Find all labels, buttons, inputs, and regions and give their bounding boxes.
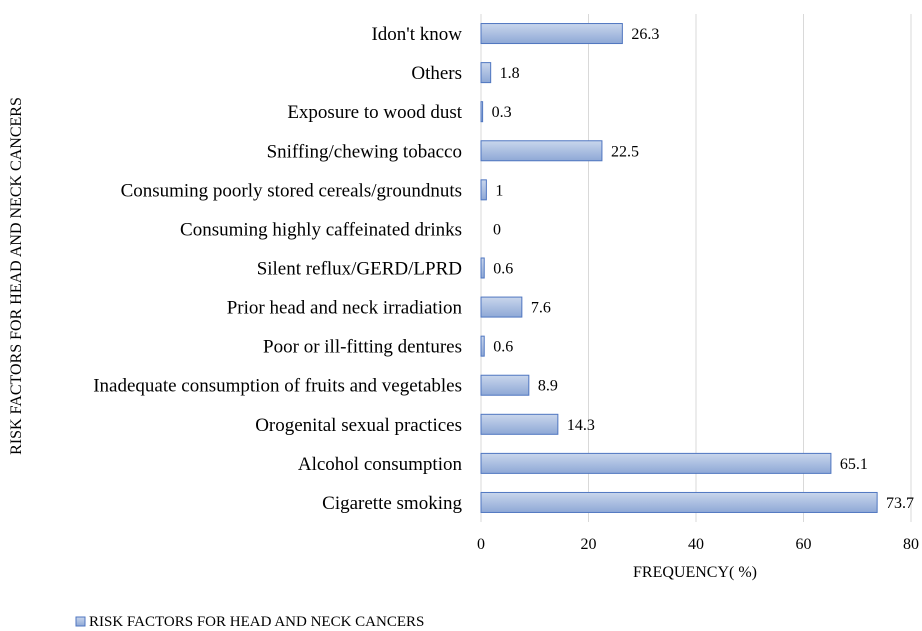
x-tick-label: 80: [903, 536, 919, 553]
category-label: Consuming highly caffeinated drinks: [180, 219, 462, 240]
data-label: 65.1: [840, 456, 868, 473]
data-label: 0.6: [493, 261, 513, 278]
bar: [480, 413, 559, 435]
x-tick-label: 20: [581, 536, 597, 553]
y-axis-title: RISK FACTORS FOR HEAD AND NECK CANCERS: [8, 97, 25, 455]
bar: [480, 374, 530, 396]
x-axis-title: FREQUENCY( %): [633, 564, 757, 581]
bar: [480, 452, 832, 474]
data-label: 0.3: [492, 104, 512, 121]
legend: RISK FACTORS FOR HEAD AND NECK CANCERS: [75, 614, 424, 630]
bar: [480, 140, 603, 162]
data-labels: 26.3 1.8 0.3 22.5 1 0 0.6 7.6 0.6 8.9 14.3 65.1 73.7: [492, 26, 914, 512]
category-label: Alcohol consumption: [298, 454, 463, 475]
category-label: Exposure to wood dust: [287, 102, 462, 123]
category-label: Others: [411, 63, 462, 84]
data-label: 8.9: [538, 378, 558, 395]
category-label: Silent reflux/GERD/LPRD: [257, 259, 462, 280]
category-label: Poor or ill-fitting dentures: [263, 337, 462, 358]
bar: [480, 335, 485, 357]
data-label: 0: [493, 221, 501, 238]
data-label: 22.5: [611, 143, 639, 160]
bar: [480, 257, 485, 279]
bar: [480, 296, 523, 318]
legend-label: RISK FACTORS FOR HEAD AND NECK CANCERS: [89, 614, 424, 630]
category-label: Cigarette smoking: [322, 493, 462, 514]
legend-swatch: [75, 616, 86, 627]
category-label: Sniffing/chewing tobacco: [267, 141, 462, 162]
bar: [480, 179, 487, 201]
gridlines: [480, 14, 912, 522]
category-labels: Idon't know Others Exposure to wood dust Sn…: [93, 24, 463, 514]
data-label: 73.7: [886, 495, 914, 512]
data-label: 0.6: [493, 339, 513, 356]
bar: [480, 491, 878, 513]
category-label: Consuming poorly stored cereals/groundnu…: [121, 180, 462, 201]
data-label: 26.3: [631, 26, 659, 43]
bar: [480, 23, 623, 45]
data-label: 1: [495, 182, 503, 199]
category-label: Orogenital sexual practices: [255, 415, 462, 436]
x-axis-ticks: 0 20 40 60 80: [477, 536, 919, 553]
category-label: Idon't know: [371, 24, 462, 45]
data-label: 14.3: [567, 417, 595, 434]
x-tick-label: 0: [477, 536, 485, 553]
data-label: 1.8: [500, 65, 520, 82]
bars: [480, 23, 878, 513]
bar: [480, 62, 492, 84]
category-label: Inadequate consumption of fruits and veg…: [93, 376, 462, 397]
data-label: 7.6: [531, 300, 551, 317]
x-tick-label: 40: [688, 536, 704, 553]
bar: [480, 101, 484, 123]
category-label: Prior head and neck irradiation: [227, 298, 463, 319]
x-tick-label: 60: [796, 536, 812, 553]
